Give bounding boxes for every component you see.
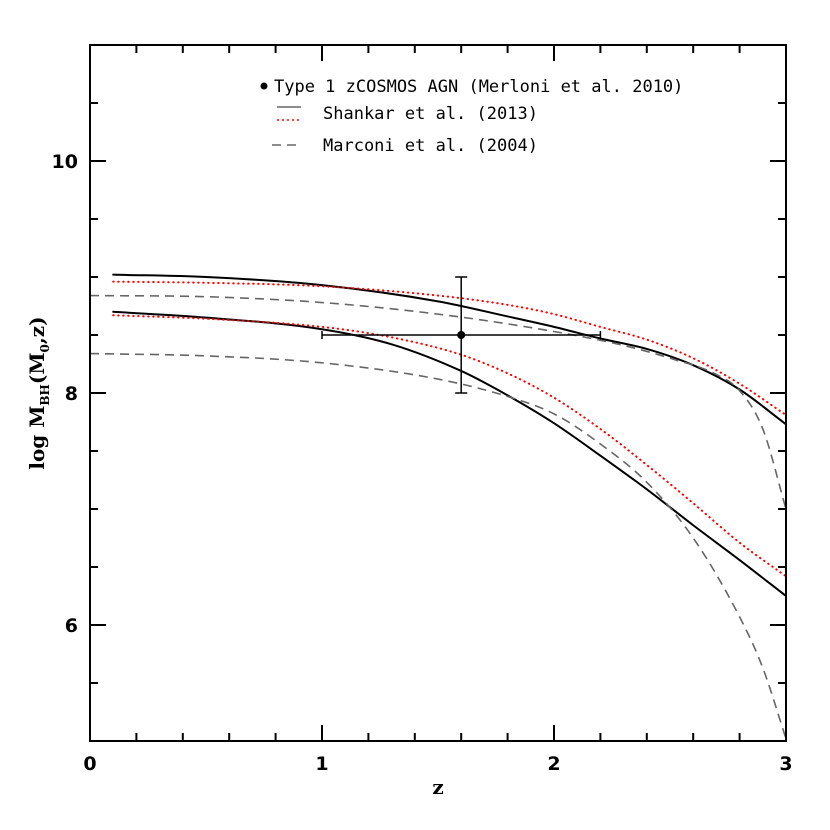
y-tick-label: 8 bbox=[65, 383, 78, 405]
x-tick-label: 3 bbox=[779, 753, 792, 775]
y-tick-label: 10 bbox=[52, 151, 78, 173]
shankar-solid-curve-0 bbox=[112, 273, 787, 426]
plot-area bbox=[90, 45, 786, 741]
data-point-group bbox=[321, 276, 602, 394]
plot-frame bbox=[89, 44, 787, 742]
legend-label-shankar: Shankar et al. (2013) bbox=[323, 104, 538, 124]
legend-label-marconi: Marconi et al. (2004) bbox=[323, 136, 538, 156]
shankar-dotted-curve-2 bbox=[112, 280, 787, 417]
legend-label-merloni: Type 1 zCOSMOS AGN (Merloni et al. 2010) bbox=[274, 77, 683, 97]
y-axis-label: log MBH(M0,z) bbox=[25, 316, 52, 469]
curves bbox=[89, 273, 787, 739]
marconi-dashed-curve-4 bbox=[89, 294, 787, 510]
x-tick-label: 0 bbox=[83, 753, 96, 775]
data-point bbox=[457, 331, 466, 339]
shankar-dotted-curve-3 bbox=[112, 314, 787, 578]
x-tick-label: 1 bbox=[315, 753, 328, 775]
legend-marker-point bbox=[260, 82, 268, 90]
legend: Type 1 zCOSMOS AGN (Merloni et al. 2010)… bbox=[260, 77, 683, 156]
x-axis-label: z bbox=[432, 775, 443, 799]
y-tick-label: 6 bbox=[65, 615, 78, 637]
marconi-dashed-curve-5 bbox=[89, 352, 787, 739]
x-tick-label: 2 bbox=[547, 753, 560, 775]
tick-labels: 0 1 2 3 6 8 10 bbox=[52, 151, 793, 775]
